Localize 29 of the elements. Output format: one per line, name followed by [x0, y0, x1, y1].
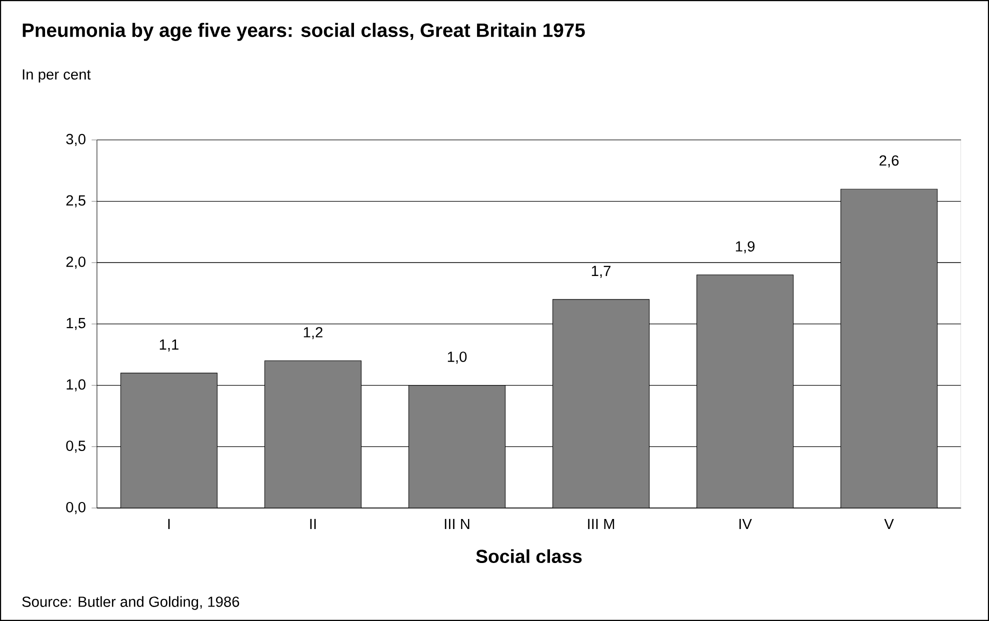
y-tick-label: 2,5 — [66, 195, 86, 208]
chart-subtitle: In per cent — [22, 69, 91, 83]
data-label: 1,9 — [736, 241, 755, 254]
data-label: 1,1 — [160, 340, 178, 352]
y-tick-label: 0,0 — [66, 502, 86, 514]
y-tick-label: 3,0 — [66, 134, 86, 146]
bar — [840, 188, 938, 508]
x-tick-label: III M — [588, 518, 614, 530]
y-tick-label: 2,0 — [66, 256, 86, 269]
bar — [696, 274, 794, 508]
data-label: 2,6 — [880, 155, 899, 168]
x-tick-label: I — [168, 518, 170, 530]
x-tick-label: V — [884, 518, 894, 530]
data-label: 1,2 — [304, 327, 322, 340]
x-tick-label: II — [310, 518, 316, 530]
bar — [264, 360, 362, 508]
y-tick-label: 0,5 — [66, 440, 86, 453]
x-axis-title: Social class — [476, 549, 582, 564]
data-label: 1,0 — [448, 352, 467, 364]
y-tick-label: 1,5 — [66, 318, 86, 330]
bar — [408, 385, 506, 508]
y-tick-label: 1,0 — [66, 379, 86, 392]
source-note: Source: Butler and Golding, 1986 — [22, 596, 240, 610]
data-label: 1,7 — [592, 266, 610, 278]
bar — [552, 299, 650, 508]
x-tick-label: IV — [739, 518, 752, 530]
chart-title: Pneumonia by age five years: social class, Great Britain 1975 — [22, 22, 585, 42]
x-tick-label: III N — [444, 518, 470, 530]
bar — [120, 373, 218, 508]
